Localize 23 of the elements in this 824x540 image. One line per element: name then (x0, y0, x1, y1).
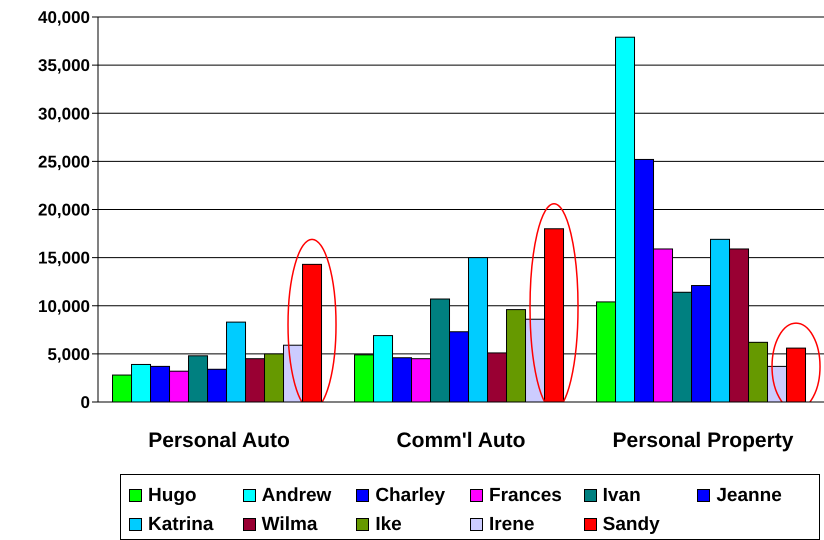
y-tick-label: 25,000 (38, 152, 90, 172)
y-tick-label: 5,000 (47, 344, 90, 364)
y-tick-label: 20,000 (38, 200, 90, 220)
legend-label: Ivan (602, 484, 641, 506)
legend-label: Frances (488, 484, 562, 506)
legend-label: Andrew (262, 484, 332, 506)
legend-label: Hugo (148, 484, 197, 506)
legend-label: Sandy (602, 514, 660, 536)
y-tick-label: 40,000 (38, 8, 90, 28)
x-tick-label: Personal Property (612, 428, 794, 452)
legend-label: Charley (375, 484, 446, 506)
legend-label: Wilma (262, 514, 318, 536)
y-tick-label: 30,000 (38, 104, 90, 124)
x-tick-label: Personal Auto (148, 428, 290, 452)
y-tick-label: 10,000 (38, 296, 90, 316)
legend-label: Jeanne (716, 484, 782, 506)
y-tick-label: 0 (80, 393, 90, 412)
x-tick-label: Comm'l Auto (396, 428, 526, 452)
y-tick-label: 35,000 (38, 56, 90, 76)
legend-label: Ike (375, 514, 402, 536)
legend-label: Katrina (148, 514, 214, 536)
legend-label: Irene (488, 514, 534, 536)
y-tick-label: 15,000 (38, 248, 90, 268)
